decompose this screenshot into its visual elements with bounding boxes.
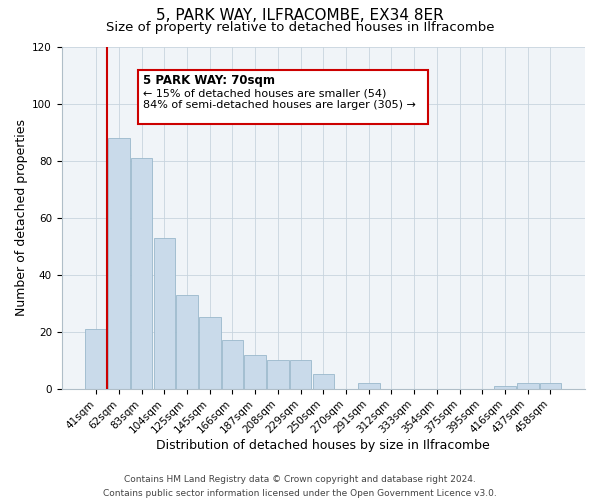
Y-axis label: Number of detached properties: Number of detached properties <box>15 119 28 316</box>
Bar <box>154 238 175 389</box>
Text: 5 PARK WAY: 70sqm: 5 PARK WAY: 70sqm <box>143 74 275 87</box>
Text: ← 15% of detached houses are smaller (54)
84% of semi-detached houses are larger: ← 15% of detached houses are smaller (54… <box>143 88 416 110</box>
Bar <box>244 354 266 389</box>
Bar <box>221 340 243 389</box>
Bar <box>539 383 561 389</box>
Text: ← 15% of detached houses are smaller (54)
84% of semi-detached houses are larger: ← 15% of detached houses are smaller (54… <box>143 96 416 118</box>
Bar <box>517 383 539 389</box>
Bar <box>290 360 311 389</box>
Bar <box>313 374 334 389</box>
Text: 5 PARK WAY: 70sqm: 5 PARK WAY: 70sqm <box>143 82 275 96</box>
Bar <box>131 158 152 389</box>
Text: Size of property relative to detached houses in Ilfracombe: Size of property relative to detached ho… <box>106 21 494 34</box>
Bar <box>199 318 221 389</box>
Text: Contains HM Land Registry data © Crown copyright and database right 2024.
Contai: Contains HM Land Registry data © Crown c… <box>103 476 497 498</box>
Bar <box>85 329 107 389</box>
Bar <box>267 360 289 389</box>
FancyBboxPatch shape <box>137 70 428 124</box>
Bar <box>358 383 380 389</box>
Bar <box>494 386 516 389</box>
X-axis label: Distribution of detached houses by size in Ilfracombe: Distribution of detached houses by size … <box>157 440 490 452</box>
Bar <box>176 294 198 389</box>
Text: 5, PARK WAY, ILFRACOMBE, EX34 8ER: 5, PARK WAY, ILFRACOMBE, EX34 8ER <box>156 8 444 22</box>
Bar <box>108 138 130 389</box>
